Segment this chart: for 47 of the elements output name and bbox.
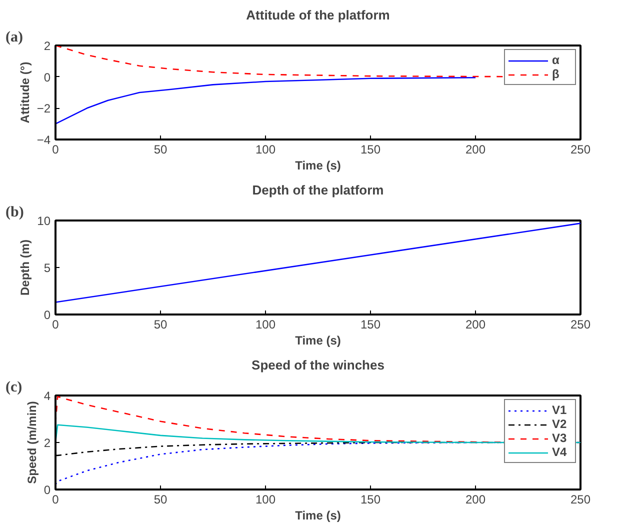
x-tick-label: 100 <box>255 142 276 156</box>
text: (b) <box>6 204 24 220</box>
line-series <box>56 76 476 124</box>
y-tick-label: −2 <box>36 102 51 116</box>
y-axis-title: Attitude (°) <box>18 62 32 124</box>
x-tick-label: 200 <box>465 142 486 156</box>
x-tick-label: 100 <box>255 318 276 332</box>
x-tick-label: 200 <box>465 318 486 332</box>
y-axis-title: Depth (m) <box>18 239 32 296</box>
x-tick-label: 100 <box>255 492 276 506</box>
x-axis-title: Time (s) <box>295 508 341 522</box>
chart-title: Attitude of the platform <box>246 8 390 22</box>
legend-label: V3 <box>552 431 568 445</box>
chart-title: Speed of the winches <box>252 358 384 372</box>
text: (c) <box>6 380 22 396</box>
y-tick-label: 4 <box>44 389 51 403</box>
text: (a) <box>6 30 23 46</box>
x-tick-label: 150 <box>360 492 381 506</box>
x-tick-label: 150 <box>360 318 381 332</box>
x-tick-label: 200 <box>465 492 486 506</box>
x-tick-label: 50 <box>154 492 168 506</box>
x-tick-label: 150 <box>360 142 381 156</box>
legend-label: V1 <box>552 403 568 417</box>
y-axis-title: Speed (m/min) <box>24 401 39 484</box>
x-tick-label: 250 <box>570 318 591 332</box>
x-tick-label: 50 <box>154 142 168 156</box>
x-axis-title: Time (s) <box>295 158 341 172</box>
y-tick-label: 0 <box>44 308 51 322</box>
x-tick-label: 50 <box>154 318 168 332</box>
legend-label: V4 <box>552 445 568 459</box>
y-tick-label: 2 <box>44 436 51 450</box>
y-tick-label: 2 <box>44 39 51 53</box>
x-tick-label: 0 <box>52 318 60 332</box>
legend-label: β <box>552 67 560 81</box>
y-tick-label: −4 <box>36 133 51 147</box>
x-tick-label: 250 <box>570 142 591 156</box>
y-tick-label: 0 <box>44 483 51 497</box>
x-tick-label: 250 <box>570 492 591 506</box>
x-tick-label: 0 <box>52 492 60 506</box>
x-tick-label: 0 <box>52 142 60 156</box>
legend-label: V2 <box>552 417 568 431</box>
legend-label: α <box>552 53 560 67</box>
y-tick-label: 5 <box>44 261 51 275</box>
x-axis-title: Time (s) <box>295 334 341 348</box>
y-tick-label: 10 <box>37 214 51 228</box>
y-tick-label: 0 <box>44 70 51 84</box>
chart-title: Depth of the platform <box>252 182 384 198</box>
